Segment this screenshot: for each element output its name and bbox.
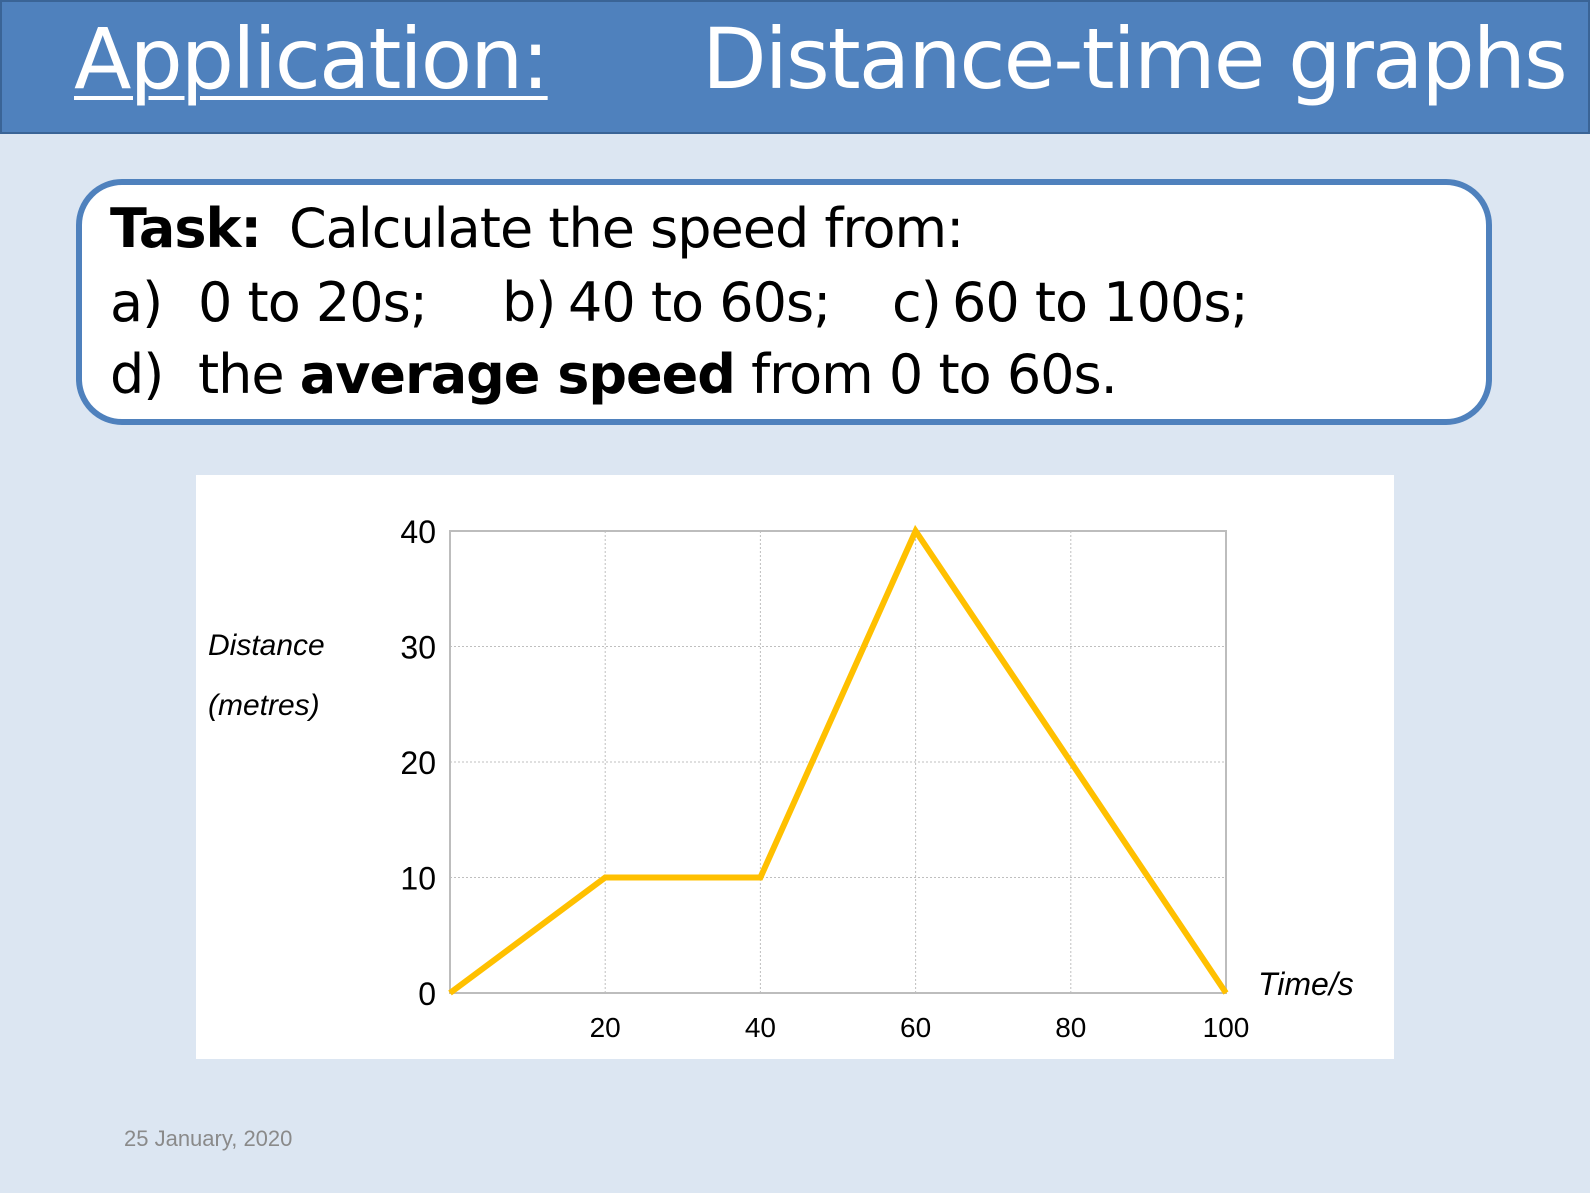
distance-time-chart: 0 10 20 30 40 20 40 60 80 100 Distance (metres) Time… [208,514,1354,1043]
x-axis-label: Time/s [1258,966,1354,1002]
title-application: Application: [74,10,550,108]
y-axis-label: Distance [208,629,325,662]
x-tick-label: 100 [1203,1012,1250,1043]
task-instruction: Calculate the speed from: [288,197,964,260]
task-item-d-marker: d) [110,343,164,406]
series-line [448,524,1229,996]
task-item-d-bold: average speed [299,343,736,406]
data-point [1225,992,1227,994]
x-tick-label: 60 [900,1012,931,1043]
task-item-a-text: 0 to 20s; [198,271,428,334]
task-item-a-marker: a) [110,271,163,334]
footer-date: 25 January, 2020 [124,1126,293,1151]
x-tick-label: 40 [745,1012,776,1043]
y-tick-label: 40 [400,514,436,550]
x-tick-label: 80 [1055,1012,1086,1043]
task-item-d-pre: the [198,343,300,406]
task-item-c-text: 60 to 100s; [952,271,1249,334]
y-tick-label: 0 [418,976,436,1012]
x-tick-label: 20 [590,1012,621,1043]
page-title: Distance-time graphs [702,10,1568,108]
task-item-c-marker: c) [892,271,942,334]
chart-panel: 0 10 20 30 40 20 40 60 80 100 Distance (metres) Time… [196,475,1394,1059]
y-tick-label: 10 [400,861,436,897]
task-item-b-marker: b) [502,271,556,334]
data-point [1070,761,1072,763]
task-header: Task: Calculate the speed from: [110,197,964,260]
y-tick-label: 30 [400,630,436,666]
task-item-d-text: the average speed from 0 to 60s. [198,343,1118,406]
data-point [604,877,606,878]
task-item-b-text: 40 to 60s; [568,271,831,334]
data-point [915,530,917,532]
task-item-d-post: from 0 to 60s. [734,343,1118,406]
y-axis-label: (metres) [208,689,320,722]
data-point [759,877,761,878]
task-label: Task: [110,197,262,260]
data-point [449,992,451,994]
y-tick-label: 20 [400,745,436,781]
task-box: Task: Calculate the speed from: a) 0 to 2… [76,179,1492,425]
plot-frame [449,530,1227,994]
title-bar: Application: Distance-time graphs [0,0,1590,134]
